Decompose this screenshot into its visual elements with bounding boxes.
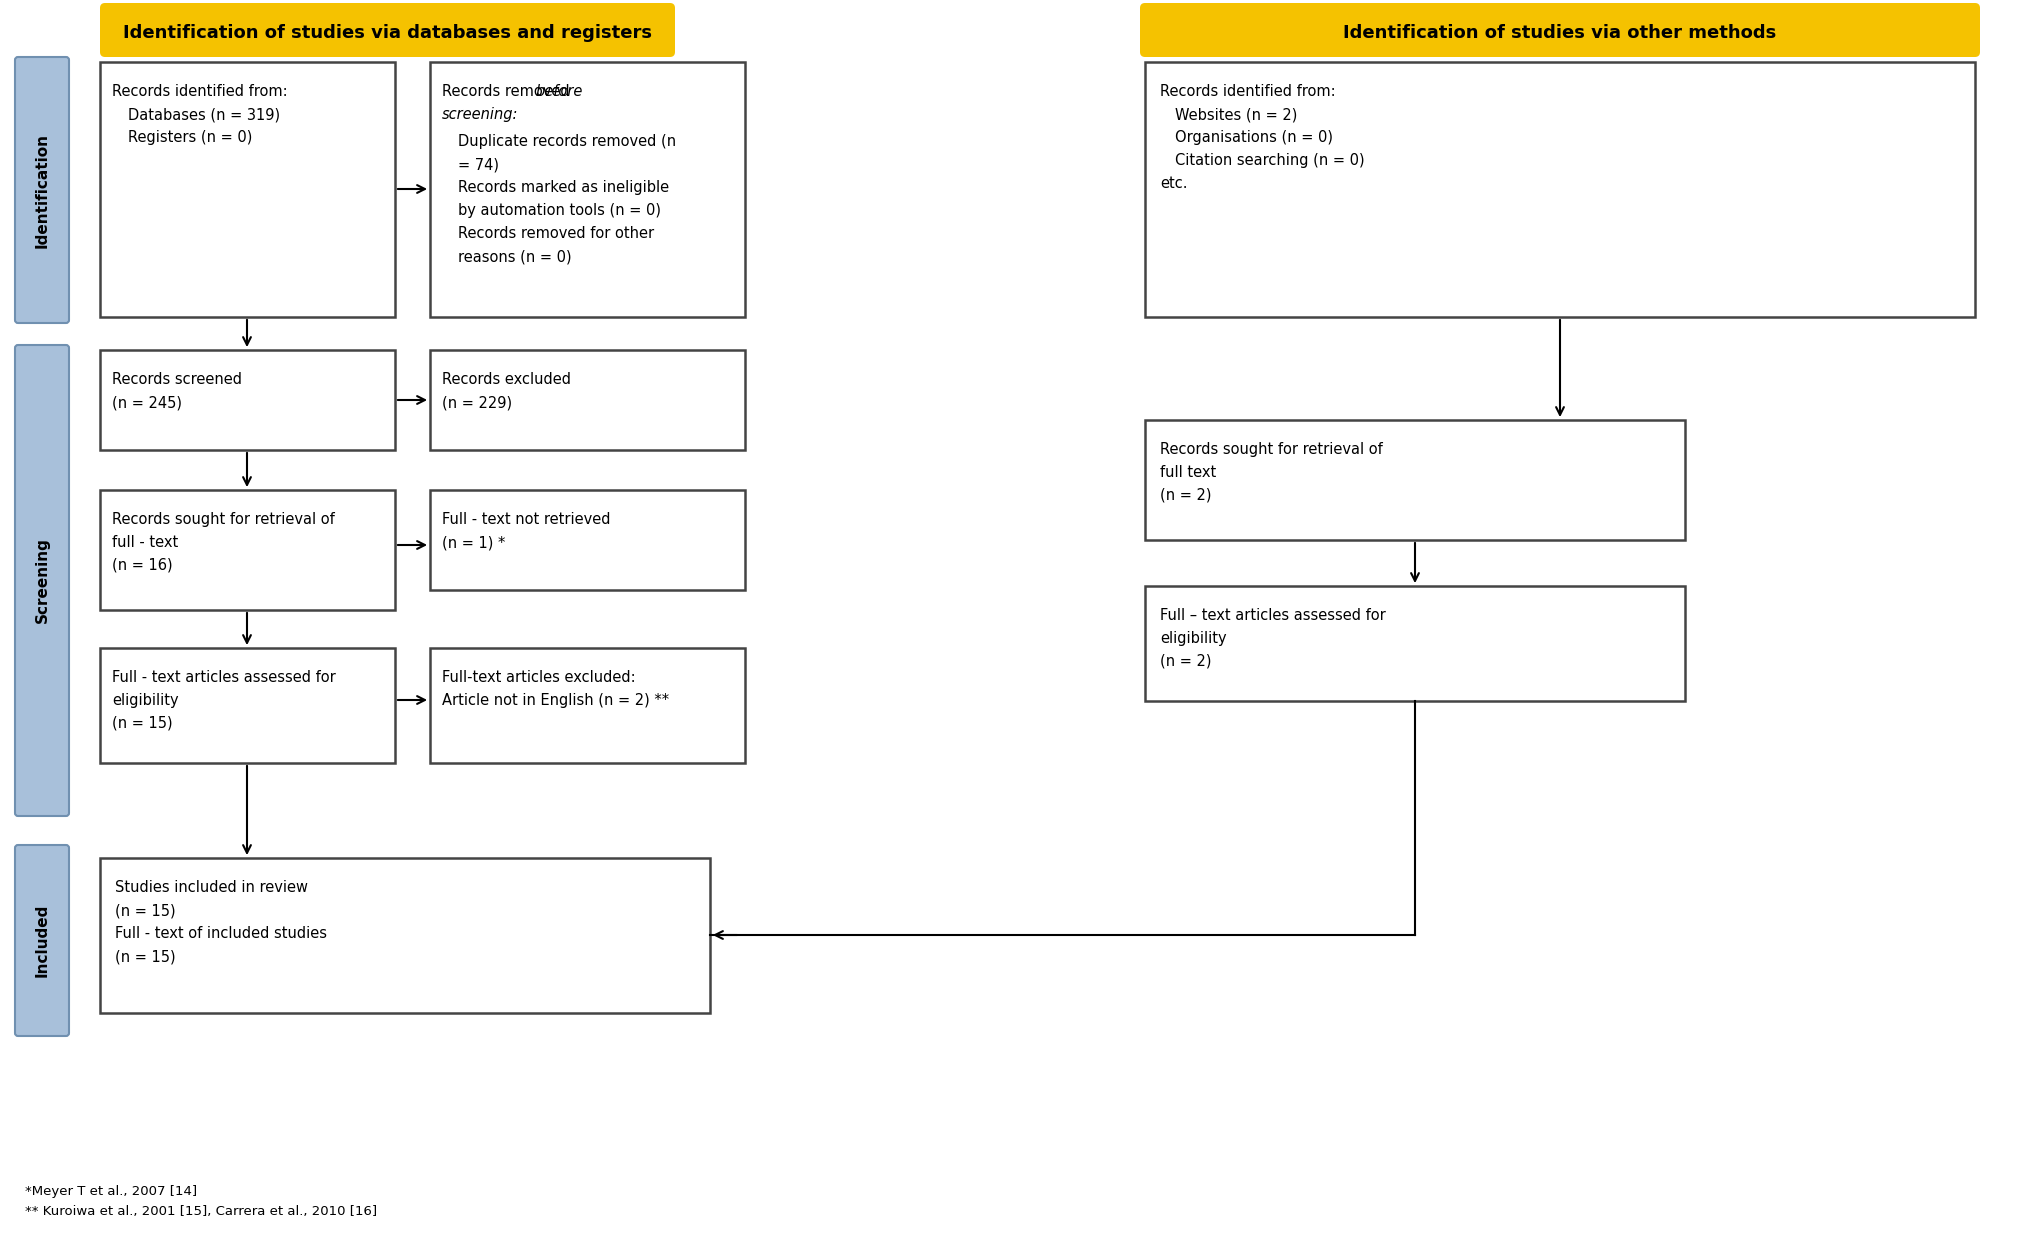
Text: Websites (n = 2): Websites (n = 2)	[1174, 108, 1298, 123]
Text: Records excluded: Records excluded	[442, 372, 572, 387]
Bar	[99, 63, 395, 317]
Text: Identification of studies via databases and registers: Identification of studies via databases …	[124, 24, 651, 43]
Text: etc.: etc.	[1160, 176, 1188, 191]
Text: (n = 229): (n = 229)	[442, 395, 513, 410]
FancyBboxPatch shape	[14, 58, 69, 323]
Text: full text: full text	[1160, 465, 1217, 480]
Text: (n = 15): (n = 15)	[116, 950, 176, 965]
Text: (n = 245): (n = 245)	[112, 395, 183, 410]
Text: Full - text of included studies: Full - text of included studies	[116, 926, 327, 941]
Text: Citation searching (n = 0): Citation searching (n = 0)	[1174, 153, 1365, 168]
Text: Studies included in review: Studies included in review	[116, 879, 308, 894]
Text: by automation tools (n = 0): by automation tools (n = 0)	[458, 203, 661, 218]
Text: (n = 2): (n = 2)	[1160, 488, 1211, 503]
Bar	[1146, 420, 1685, 540]
Text: eligibility: eligibility	[1160, 631, 1227, 646]
FancyBboxPatch shape	[14, 844, 69, 1036]
Text: Full-text articles excluded:: Full-text articles excluded:	[442, 671, 635, 686]
Text: ** Kuroiwa et al., 2001 [15], Carrera et al., 2010 [16]: ** Kuroiwa et al., 2001 [15], Carrera et…	[24, 1205, 377, 1218]
Text: Records removed: Records removed	[442, 84, 574, 99]
FancyBboxPatch shape	[1140, 3, 1979, 58]
Text: screening:: screening:	[442, 108, 519, 123]
FancyBboxPatch shape	[14, 345, 69, 816]
Text: Records marked as ineligible: Records marked as ineligible	[458, 180, 669, 195]
Text: (n = 15): (n = 15)	[112, 716, 172, 731]
Bar	[430, 63, 744, 317]
Text: Duplicate records removed (n: Duplicate records removed (n	[458, 134, 675, 149]
Text: Records removed for other: Records removed for other	[458, 226, 655, 241]
Bar	[99, 490, 395, 610]
Text: Included: Included	[34, 903, 49, 977]
Bar	[1146, 63, 1975, 317]
Text: Article not in English (n = 2) **: Article not in English (n = 2) **	[442, 693, 669, 708]
Text: Records identified from:: Records identified from:	[112, 84, 288, 99]
Text: Full – text articles assessed for: Full – text articles assessed for	[1160, 608, 1385, 623]
Text: (n = 2): (n = 2)	[1160, 654, 1211, 669]
Text: reasons (n = 0): reasons (n = 0)	[458, 249, 572, 264]
Text: Databases (n = 319): Databases (n = 319)	[128, 108, 280, 123]
Bar	[99, 350, 395, 450]
Bar	[1146, 585, 1685, 701]
Text: Records sought for retrieval of: Records sought for retrieval of	[112, 512, 335, 527]
Text: Records identified from:: Records identified from:	[1160, 84, 1336, 99]
Text: Full - text not retrieved: Full - text not retrieved	[442, 512, 610, 527]
Bar	[430, 350, 744, 450]
Text: Identification: Identification	[34, 133, 49, 248]
Text: Registers (n = 0): Registers (n = 0)	[128, 130, 251, 145]
Text: Identification of studies via other methods: Identification of studies via other meth…	[1343, 24, 1777, 43]
Bar	[99, 858, 710, 1013]
FancyBboxPatch shape	[99, 3, 675, 58]
Text: full - text: full - text	[112, 535, 178, 550]
Text: before: before	[535, 84, 582, 99]
Text: eligibility: eligibility	[112, 693, 178, 708]
Text: Records screened: Records screened	[112, 372, 241, 387]
Text: = 74): = 74)	[458, 156, 499, 171]
Text: Screening: Screening	[34, 538, 49, 623]
Text: Records sought for retrieval of: Records sought for retrieval of	[1160, 442, 1383, 457]
Text: Organisations (n = 0): Organisations (n = 0)	[1174, 130, 1332, 145]
Bar	[430, 490, 744, 590]
Bar	[430, 648, 744, 763]
Bar	[99, 648, 395, 763]
Text: (n = 16): (n = 16)	[112, 558, 172, 573]
Text: (n = 1) *: (n = 1) *	[442, 535, 505, 550]
Text: *Meyer T et al., 2007 [14]: *Meyer T et al., 2007 [14]	[24, 1185, 197, 1198]
Text: (n = 15): (n = 15)	[116, 903, 176, 918]
Text: Full - text articles assessed for: Full - text articles assessed for	[112, 671, 337, 686]
